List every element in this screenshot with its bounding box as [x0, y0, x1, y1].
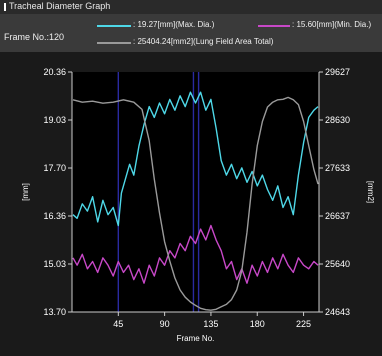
left-axis-label: [mm] [21, 183, 30, 201]
x-tick-label: 180 [250, 319, 265, 329]
window-title: Tracheal Diameter Graph [9, 1, 111, 11]
legend-swatch-min [258, 25, 290, 27]
right-tick-label: 24643 [325, 307, 350, 317]
legend-swatch-max [97, 25, 131, 27]
legend-swatch-area [97, 42, 131, 44]
left-tick-label: 16.36 [43, 211, 66, 221]
legend-text-area: : 25404.24[mm2](Lung Field Area Total) [133, 37, 274, 46]
left-tick-label: 19.03 [43, 115, 66, 125]
left-tick-label: 15.03 [43, 259, 66, 269]
chart-svg: 20.36 19.03 17.70 16.36 15.03 13.70 29627 28630… [21, 67, 375, 343]
x-tick-label: 45 [113, 319, 123, 329]
right-tick-label: 25640 [325, 259, 350, 269]
right-axis-label: [mm2] [366, 181, 375, 203]
legend-text-min: : 15.60[mm](Min. Dia.) [292, 20, 372, 29]
right-tick-label: 27633 [325, 163, 350, 173]
series-line-min-dia [72, 224, 319, 284]
right-tick-label: 28630 [325, 115, 350, 125]
right-tick-label: 29627 [325, 67, 350, 77]
series-line-max-dia [72, 91, 319, 227]
x-tick-label: 135 [203, 319, 218, 329]
title-bar: Tracheal Diameter Graph [0, 0, 382, 14]
left-tick-label: 17.70 [43, 163, 66, 173]
x-tick-label: 90 [160, 319, 170, 329]
title-mark [4, 3, 6, 11]
series-line-lung-area [72, 96, 319, 311]
frame-number-label: Frame No.:120 [4, 32, 65, 42]
left-tick-label: 13.70 [43, 307, 66, 317]
x-tick-label: 225 [296, 319, 311, 329]
legend-header [0, 14, 382, 52]
left-tick-label: 20.36 [43, 67, 66, 77]
legend-text-max: : 19.27[mm](Max. Dia.) [133, 20, 215, 29]
right-tick-label: 26637 [325, 211, 350, 221]
x-axis-label: Frame No. [177, 334, 215, 343]
plot-area [72, 72, 319, 312]
